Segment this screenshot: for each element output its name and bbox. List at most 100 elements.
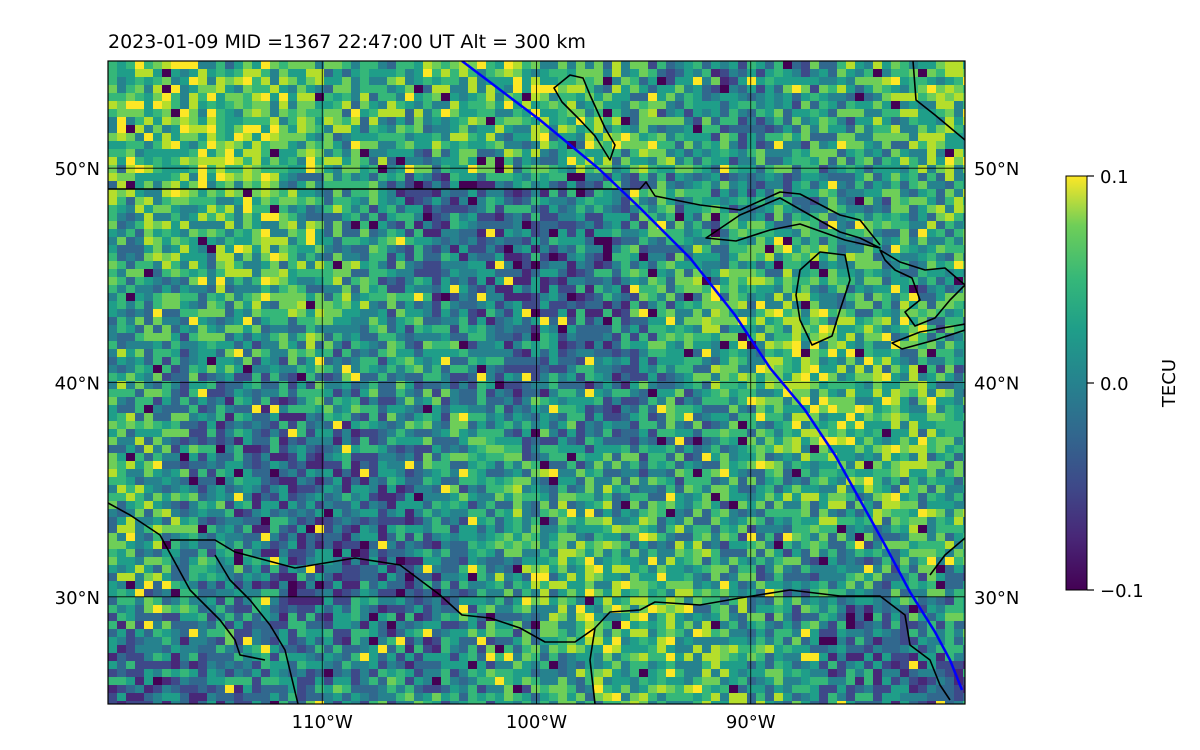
tec-cell <box>792 77 802 86</box>
tec-cell <box>864 437 874 446</box>
tec-cell <box>801 389 811 398</box>
tec-cell <box>459 213 469 222</box>
tec-cell <box>855 77 865 86</box>
tec-cell <box>477 325 487 334</box>
tec-cell <box>531 229 541 238</box>
tec-cell <box>882 445 892 454</box>
tec-cell <box>900 389 910 398</box>
tec-cell <box>738 61 748 70</box>
tec-cell <box>315 133 325 142</box>
tec-cell <box>882 61 892 70</box>
tec-cell <box>711 141 721 150</box>
tec-cell <box>855 237 865 246</box>
tec-cell <box>954 165 964 174</box>
tec-cell <box>342 213 352 222</box>
tec-cell <box>936 277 946 286</box>
tec-cell <box>225 341 235 350</box>
tec-cell <box>909 461 919 470</box>
tec-cell <box>504 237 514 246</box>
tec-cell <box>621 85 631 94</box>
tec-cell <box>891 181 901 190</box>
tec-cell <box>549 221 559 230</box>
tec-cell <box>720 101 730 110</box>
tec-cell <box>630 413 640 422</box>
tec-cell <box>261 157 271 166</box>
tec-cell <box>891 253 901 262</box>
tec-cell <box>702 285 712 294</box>
tec-cell <box>639 373 649 382</box>
tec-cell <box>540 229 550 238</box>
tec-cell <box>252 149 262 158</box>
tec-cell <box>522 109 532 118</box>
tec-cell <box>405 109 415 118</box>
tec-cell <box>198 349 208 358</box>
tec-cell <box>243 157 253 166</box>
tec-cell <box>234 325 244 334</box>
tec-cell <box>639 117 649 126</box>
tec-cell <box>504 437 514 446</box>
tec-cell <box>423 397 433 406</box>
tec-cell <box>108 181 118 190</box>
tec-cell <box>540 397 550 406</box>
tec-cell <box>495 421 505 430</box>
tec-cell <box>297 77 307 86</box>
tec-cell <box>657 197 667 206</box>
tec-cell <box>333 101 343 110</box>
tec-cell <box>243 149 253 158</box>
tec-cell <box>954 109 964 118</box>
tec-cell <box>414 373 424 382</box>
tec-cell <box>783 397 793 406</box>
tec-cell <box>522 285 532 294</box>
tec-cell <box>207 61 217 70</box>
tec-cell <box>702 149 712 158</box>
tec-cell <box>666 341 676 350</box>
tec-cell <box>126 261 136 270</box>
tec-cell <box>666 389 676 398</box>
tec-cell <box>837 253 847 262</box>
tec-cell <box>288 213 298 222</box>
tec-cell <box>945 341 955 350</box>
tec-cell <box>747 85 757 94</box>
tec-cell <box>603 453 613 462</box>
tec-cell <box>567 149 577 158</box>
tec-cell <box>387 109 397 118</box>
tec-cell <box>558 141 568 150</box>
tec-cell <box>108 373 118 382</box>
tec-cell <box>180 269 190 278</box>
tec-cell <box>144 325 154 334</box>
tec-cell <box>567 461 577 470</box>
tec-cell <box>414 101 424 110</box>
tec-cell <box>513 373 523 382</box>
tec-cell <box>855 413 865 422</box>
tec-cell <box>423 437 433 446</box>
tec-cell <box>486 61 496 70</box>
tec-cell <box>432 157 442 166</box>
tec-cell <box>459 133 469 142</box>
tec-cell <box>225 93 235 102</box>
tec-cell <box>558 349 568 358</box>
tec-cell <box>333 197 343 206</box>
tec-cell <box>864 445 874 454</box>
tec-cell <box>108 61 118 70</box>
tec-cell <box>684 413 694 422</box>
tec-cell <box>396 325 406 334</box>
tec-cell <box>828 349 838 358</box>
tec-cell <box>189 197 199 206</box>
tec-cell <box>468 413 478 422</box>
tec-cell <box>153 453 163 462</box>
tec-cell <box>567 453 577 462</box>
tec-cell <box>261 365 271 374</box>
tec-cell <box>441 69 451 78</box>
tec-cell <box>657 101 667 110</box>
tec-cell <box>405 141 415 150</box>
tec-cell <box>810 317 820 326</box>
tec-cell <box>765 117 775 126</box>
tec-cell <box>738 69 748 78</box>
tec-cell <box>405 173 415 182</box>
tec-cell <box>819 101 829 110</box>
tec-cell <box>909 397 919 406</box>
tec-cell <box>576 381 586 390</box>
tec-cell <box>144 341 154 350</box>
tec-cell <box>477 437 487 446</box>
tec-cell <box>738 133 748 142</box>
